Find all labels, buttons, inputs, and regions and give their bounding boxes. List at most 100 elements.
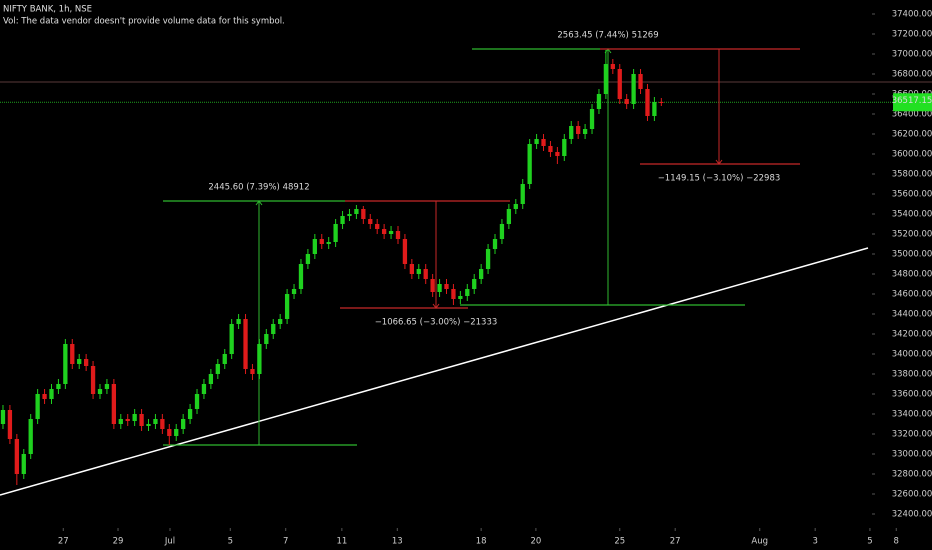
candle-body: [368, 219, 373, 224]
candle-body: [610, 64, 615, 69]
candle-body: [326, 242, 331, 244]
candle-body: [56, 384, 61, 389]
y-tick-label: 37000.00: [892, 50, 932, 60]
candle-body: [596, 94, 602, 109]
y-tick-label: 34800.00: [892, 270, 932, 280]
candle-body: [479, 269, 484, 279]
candle-body: [298, 264, 304, 289]
x-tick-label: 18: [476, 537, 487, 547]
candle-body: [576, 126, 581, 134]
y-tick-label: 35400.00: [892, 210, 932, 220]
measure-arrow: [255, 200, 263, 206]
candle-body: [264, 334, 269, 344]
candle-body: [104, 384, 110, 389]
candle-body: [0, 410, 6, 424]
candle-body: [569, 126, 574, 139]
y-tick-label: 32800.00: [892, 470, 932, 480]
candle-body: [347, 214, 352, 216]
candle-body: [208, 374, 214, 384]
candle-body: [499, 224, 505, 239]
candle-body: [222, 354, 227, 364]
candle-body: [271, 324, 276, 334]
candle-body: [305, 254, 311, 264]
candle-body: [617, 69, 622, 99]
x-tick-label: 5: [228, 537, 233, 547]
candle-body: [160, 419, 165, 429]
candle-body: [451, 289, 456, 299]
candle-body: [444, 284, 449, 289]
candle-body: [520, 184, 525, 204]
candle-body: [375, 224, 380, 229]
candle-body: [402, 239, 408, 264]
y-tick-label: 33200.00: [892, 430, 932, 440]
y-tick-label: 33000.00: [892, 450, 932, 460]
x-tick-label: 5: [867, 537, 872, 547]
candle-body: [7, 410, 13, 439]
candle-body: [83, 359, 89, 366]
candle-body: [506, 209, 512, 224]
candle-body: [333, 224, 338, 242]
y-tick-label: 36000.00: [892, 150, 932, 160]
candle-body: [118, 419, 123, 424]
candle-body: [582, 129, 588, 134]
candle-body: [28, 419, 33, 454]
candle-body: [21, 454, 26, 474]
y-tick-label: 36400.00: [892, 110, 932, 120]
candle-body: [139, 414, 144, 426]
candle-body: [174, 429, 179, 436]
candle-body: [458, 296, 463, 299]
candle-body: [278, 319, 283, 324]
measure-label: 2563.45 (7.44%) 51269: [557, 31, 658, 41]
x-tick-label: 3: [812, 537, 817, 547]
candle-body: [215, 364, 220, 374]
candle-body: [250, 369, 255, 374]
candle-body: [388, 231, 394, 234]
candle-body: [631, 74, 636, 104]
y-tick-label: 35600.00: [892, 190, 932, 200]
candle-body: [409, 264, 414, 274]
x-tick-label: Aug: [751, 537, 768, 547]
x-tick-label: 29: [113, 537, 124, 547]
candle-body: [354, 209, 359, 214]
candle-body: [201, 384, 207, 394]
y-tick-label: 36800.00: [892, 70, 932, 80]
candle-body: [63, 344, 68, 384]
candle-body: [472, 279, 477, 289]
y-tick-label: 32400.00: [892, 510, 932, 520]
candle-body: [513, 204, 518, 209]
candle-body: [35, 394, 40, 419]
candle-body: [236, 319, 241, 324]
candle-body: [132, 414, 137, 421]
candle-body: [485, 249, 491, 269]
x-tick-label: 25: [614, 537, 625, 547]
y-tick-label: 34200.00: [892, 330, 932, 340]
y-tick-label: 35800.00: [892, 170, 932, 180]
candle-body: [125, 419, 130, 421]
candle-body: [243, 319, 248, 369]
measure-label: 2445.60 (7.39%) 48912: [208, 183, 309, 193]
candle-body: [257, 344, 262, 374]
x-tick-label: 27: [670, 537, 681, 547]
y-tick-label: 37200.00: [892, 30, 932, 40]
candle-body: [589, 109, 595, 129]
x-tick-label: 7: [283, 537, 288, 547]
chart-title: NIFTY BANK, 1h, NSE: [3, 5, 92, 15]
y-tick-label: 34400.00: [892, 310, 932, 320]
candle-body: [430, 279, 435, 292]
candle-body: [624, 99, 629, 104]
candle-body: [77, 359, 82, 364]
candle-body: [652, 102, 657, 116]
x-tick-label: 8: [894, 537, 899, 547]
candle-body: [291, 289, 297, 294]
x-tick-label: Jul: [164, 537, 175, 547]
candle-body: [437, 284, 442, 292]
candle-body: [340, 216, 345, 224]
y-tick-label: 33600.00: [892, 390, 932, 400]
y-tick-label: 37400.00: [892, 10, 932, 20]
candle-body: [42, 394, 47, 399]
candle-body: [319, 239, 324, 244]
candle-body: [187, 409, 193, 419]
candle-body: [381, 229, 387, 234]
candle-body: [229, 324, 234, 354]
